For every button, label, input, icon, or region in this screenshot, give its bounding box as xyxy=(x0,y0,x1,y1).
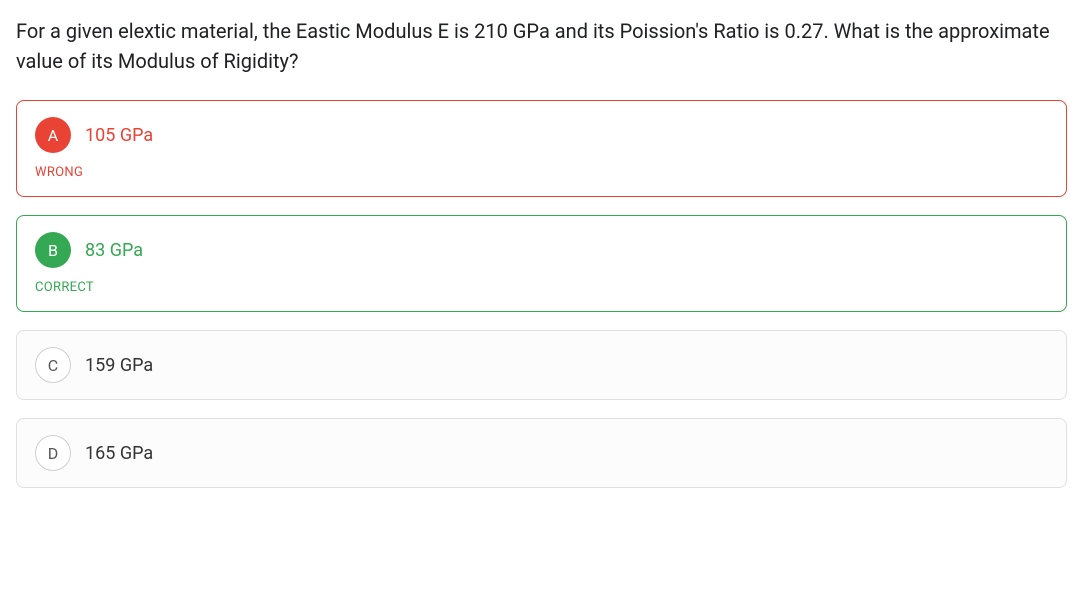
option-row: B 83 GPa xyxy=(35,232,1048,268)
option-row: A 105 GPa xyxy=(35,117,1048,153)
option-b[interactable]: B 83 GPa CORRECT xyxy=(16,215,1067,312)
status-label-correct: CORRECT xyxy=(35,280,1048,295)
option-text-c: 159 GPa xyxy=(85,355,153,376)
option-a[interactable]: A 105 GPa WRONG xyxy=(16,100,1067,197)
option-badge-d: D xyxy=(35,435,71,471)
option-badge-b: B xyxy=(35,232,71,268)
option-text-d: 165 GPa xyxy=(85,443,153,464)
option-text-a: 105 GPa xyxy=(85,125,153,146)
option-c[interactable]: C 159 GPa xyxy=(16,330,1067,400)
option-row: D 165 GPa xyxy=(35,435,1048,471)
option-badge-c: C xyxy=(35,347,71,383)
option-text-b: 83 GPa xyxy=(85,240,143,261)
option-row: C 159 GPa xyxy=(35,347,1048,383)
question-text: For a given elextic material, the Eastic… xyxy=(16,16,1067,76)
option-badge-a: A xyxy=(35,117,71,153)
status-label-wrong: WRONG xyxy=(35,165,1048,180)
option-d[interactable]: D 165 GPa xyxy=(16,418,1067,488)
